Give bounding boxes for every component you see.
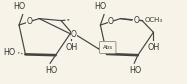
Text: O: O bbox=[26, 17, 32, 26]
Text: OH: OH bbox=[65, 43, 77, 52]
Text: O: O bbox=[133, 16, 139, 25]
Text: Abs: Abs bbox=[103, 45, 113, 50]
Text: HO: HO bbox=[94, 2, 107, 11]
Text: HO: HO bbox=[129, 66, 141, 75]
Text: O: O bbox=[108, 17, 113, 26]
Text: OH: OH bbox=[147, 43, 160, 52]
FancyBboxPatch shape bbox=[99, 41, 116, 54]
Text: HO: HO bbox=[13, 2, 25, 11]
Text: HO: HO bbox=[3, 48, 15, 57]
Text: OCH₃: OCH₃ bbox=[144, 17, 162, 23]
Text: HO: HO bbox=[45, 66, 57, 75]
Text: O: O bbox=[71, 30, 77, 39]
